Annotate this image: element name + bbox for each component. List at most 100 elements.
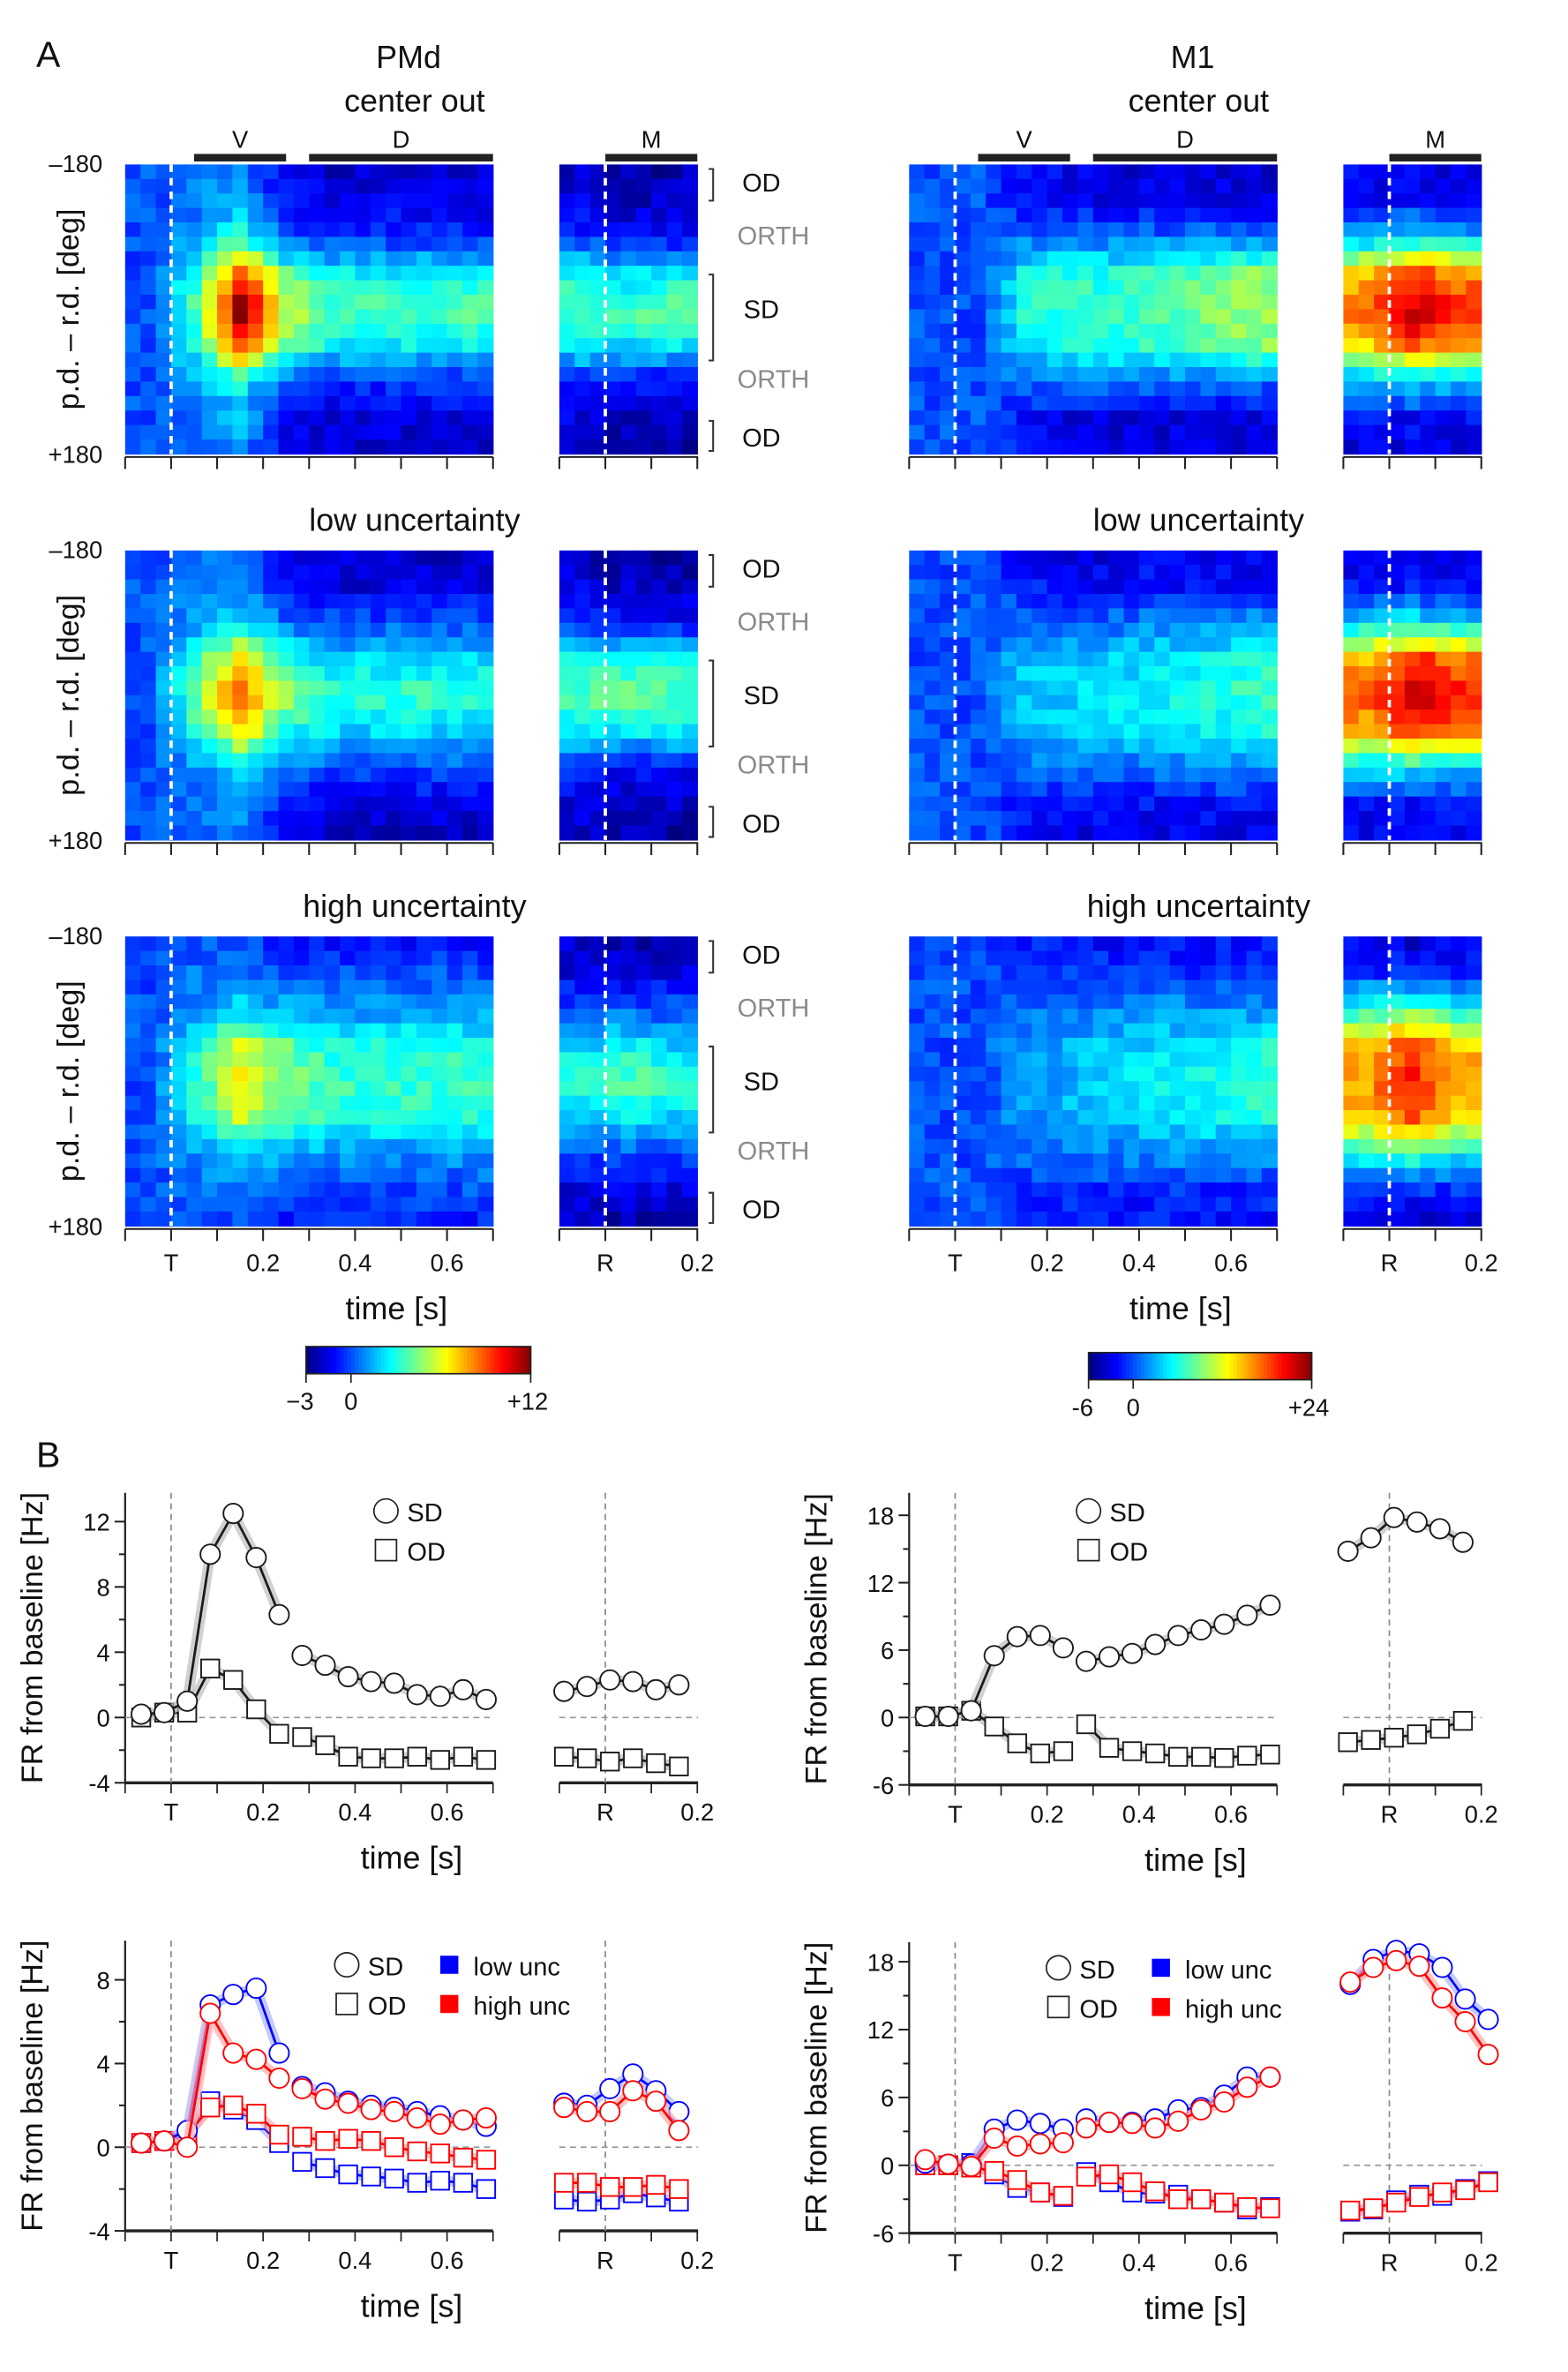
heatmap-cell [1001,666,1017,682]
heatmap-cell [1077,323,1094,339]
x-tick-label: T [164,1798,179,1826]
heatmap-cell [635,1038,652,1054]
heatmap-cell [1343,767,1360,783]
heatmap-cell [1358,608,1375,624]
heatmap-cell [1420,1182,1437,1198]
epoch-label-visual: V [232,126,249,154]
heatmap-cell [446,1138,463,1154]
heatmap-cell [217,280,234,296]
heatmap-cell [924,338,941,354]
heatmap-cell [431,1153,448,1169]
heatmap-cell [293,1124,310,1140]
heatmap-cell [309,178,326,194]
heatmap-cell [1185,266,1202,281]
heatmap-cell [155,980,172,995]
heatmap-cell [416,338,432,354]
heatmap-cell [263,782,280,798]
heatmap-cell [324,164,341,180]
heatmap-cell [370,579,386,595]
heatmap-cell [1062,338,1079,354]
heatmap-cell [1215,622,1232,638]
heatmap-cell [278,178,295,194]
heatmap-cell [970,724,987,739]
heatmap-cell [446,739,463,754]
heatmap-cell [309,950,326,966]
heatmap-cell [635,622,652,638]
heatmap-cell [1154,164,1171,180]
heatmap-cell [1200,1023,1217,1039]
heatmap-cell [1016,1124,1032,1140]
colorbar-swatch [1099,1352,1105,1380]
heatmap-cell [247,1009,264,1025]
heatmap-cell [1404,164,1421,180]
heatmap-cell [1246,550,1263,566]
heatmap-cell [1001,367,1017,383]
heatmap-cell [681,994,698,1010]
heatmap-cell [1374,1081,1391,1097]
heatmap-cell [461,323,479,339]
heatmap-cell [681,1110,698,1126]
od-marker-square [623,1748,643,1768]
heatmap-cell [666,680,683,696]
heatmap-cell [386,594,402,610]
heatmap-cell [140,936,157,952]
heatmap-cell [924,309,941,325]
heatmap-cell [1047,965,1063,981]
heatmap-cell [1169,207,1186,223]
heatmap-cell [1123,1038,1140,1054]
heatmap-cell [924,980,941,995]
colorbar-swatch [1211,1352,1216,1380]
heatmap-cell [1466,680,1482,696]
heatmap-cell [1451,1081,1467,1097]
heatmap-cell [1420,1110,1437,1126]
heatmap-cell [1047,309,1063,325]
direction-bracket [709,806,715,838]
heatmap-cell [1420,1197,1437,1212]
heatmap-cell [1358,395,1375,411]
heatmap-cell [1435,680,1452,696]
heatmap-cell [446,550,463,566]
heatmap-cell [1016,207,1032,223]
heatmap-cell [620,1066,637,1082]
heatmap-cell [1404,694,1421,710]
sd-marker-circle [199,1543,221,1565]
heatmap-cell [1374,739,1391,754]
colorbar-swatch [470,1346,476,1374]
heatmap-cell [170,565,187,581]
heatmap-cell [605,680,622,696]
heatmap-cell [461,936,479,952]
colorbar-swatch [493,1346,498,1374]
heatmap-cell [201,565,218,581]
heatmap-cell [217,811,234,827]
heatmap-cell [909,1023,926,1039]
heatmap-cell [1215,1211,1232,1227]
y-axis-label: FR from baseline [Hz] [16,1492,49,1783]
heatmap-cell [324,811,341,827]
heatmap-cell [1435,825,1452,841]
heatmap-cell [909,295,926,311]
heatmap-cell [986,367,1002,383]
heatmap-cell [1358,724,1375,739]
heatmap-cell [431,1197,448,1212]
heatmap-cell [416,1066,432,1082]
heatmap-cell [186,1110,203,1126]
heatmap-cell [924,767,941,783]
heatmap-cell [293,309,310,325]
heatmap-cell [986,439,1002,455]
heatmap-cell [589,1095,606,1111]
heatmap-cell [1138,1023,1155,1039]
heatmap-cell [401,709,417,725]
heatmap-cell [1343,796,1360,812]
heatmap-cell [651,236,668,252]
heatmap-cell [186,825,203,841]
heatmap-cell [559,352,575,368]
heatmap-cell [477,651,494,667]
heatmap-cell [1451,309,1467,325]
heatmap-cell [355,178,371,194]
heatmap-cell [909,980,926,995]
heatmap-cell [386,1167,402,1183]
colorbar-swatch [1241,1352,1246,1380]
heatmap-cell [1032,424,1048,440]
heatmap-cell [232,280,249,296]
heatmap-cell [1185,178,1202,194]
